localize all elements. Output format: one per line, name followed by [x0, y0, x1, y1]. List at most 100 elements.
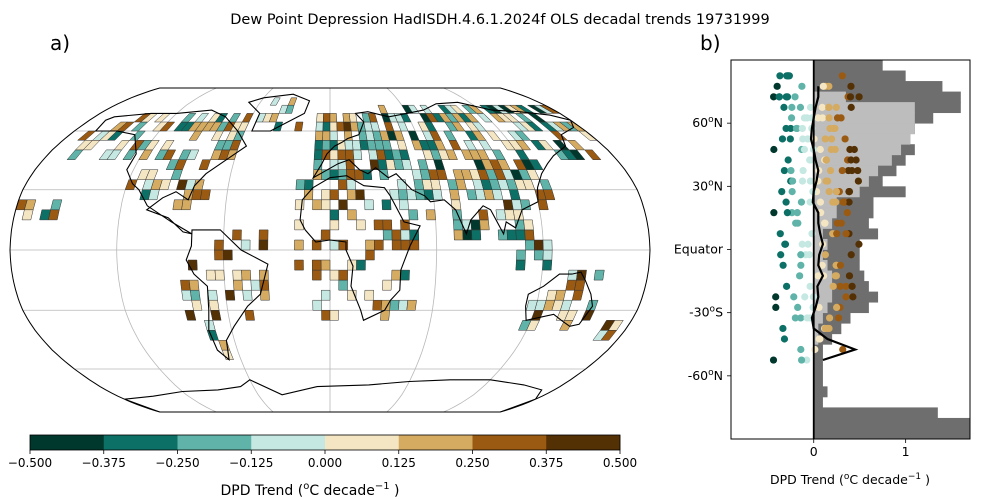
coastline	[185, 229, 269, 362]
trend-gridbox	[356, 219, 366, 231]
trend-gridbox	[524, 229, 535, 241]
trend-gridbox	[406, 299, 417, 311]
colorbar-swatch	[103, 435, 178, 450]
trend-gridbox	[210, 310, 222, 321]
gridbox-trend-dot	[826, 124, 834, 133]
trend-gridbox	[316, 113, 324, 123]
trend-gridbox	[430, 179, 442, 190]
colorbar-tick-label: 0.000	[308, 456, 342, 470]
trend-gridbox	[564, 310, 578, 321]
trend-gridbox	[381, 140, 393, 151]
gridbox-trend-dot	[798, 124, 806, 133]
gridbox-trend-dot	[836, 282, 844, 290]
trend-gridbox	[329, 169, 339, 180]
land-coverage-bar	[813, 417, 970, 429]
trend-gridbox	[159, 121, 176, 132]
trend-gridbox	[321, 289, 331, 301]
gridbox-trend-dot	[794, 219, 802, 227]
gridbox-trend-dot	[782, 198, 790, 206]
trend-gridbox	[356, 259, 366, 271]
gridbox-trend-dot	[832, 103, 840, 111]
trend-map	[9, 87, 651, 413]
trend-gridbox	[365, 249, 375, 261]
gridbox-trend-dot	[773, 82, 781, 90]
coastline	[299, 175, 421, 322]
trend-gridbox	[162, 149, 177, 160]
trend-gridbox	[188, 279, 200, 291]
trend-gridbox	[514, 130, 531, 141]
gridbox-trend-dot	[846, 93, 855, 101]
trend-gridbox	[382, 279, 392, 291]
trend-gridbox	[159, 140, 175, 151]
trend-gridbox	[329, 113, 338, 123]
trend-gridbox	[294, 121, 304, 132]
coastline	[247, 93, 311, 132]
gridbox-trend-dot	[780, 103, 788, 111]
trend-gridbox	[322, 130, 331, 141]
observed-coverage-bar	[813, 175, 869, 187]
gridbox-trend-dot	[847, 156, 855, 164]
trend-gridbox	[348, 113, 358, 123]
gridbox-trend-dot	[842, 293, 850, 301]
trend-gridbox	[329, 189, 339, 201]
trend-tick-label: 1	[902, 444, 910, 459]
trend-gridbox	[477, 140, 493, 151]
gridbox-trend-dot	[796, 272, 804, 280]
lat-tick-label: -60oN	[688, 368, 723, 383]
gridbox-trend-dot	[821, 135, 829, 143]
gridbox-trend-dot	[783, 282, 791, 290]
trend-gridbox	[567, 269, 578, 281]
gridbox-trend-dot	[855, 240, 863, 248]
gridbox-trend-dot	[783, 209, 791, 217]
trend-gridbox	[124, 179, 138, 190]
trend-gridbox	[400, 269, 410, 281]
colorbar-swatch	[472, 435, 547, 450]
gridbox-trend-dot	[772, 303, 780, 312]
trend-gridbox	[198, 159, 211, 170]
trend-gridbox	[214, 269, 225, 281]
gridbox-trend-dot	[797, 261, 805, 269]
gridbox-trend-dot	[797, 356, 806, 364]
gridbox-trend-dot	[788, 187, 796, 196]
trend-gridbox	[214, 239, 224, 251]
zonal-mean-line	[809, 86, 859, 362]
trend-gridbox	[355, 189, 365, 201]
gridbox-trend-dot	[786, 135, 794, 143]
colorbar-swatch	[30, 435, 105, 450]
gridbox-trend-dot	[791, 93, 799, 101]
gridbox-trend-dot	[833, 114, 842, 122]
gridbox-trend-dot	[847, 251, 855, 259]
trend-gridbox	[373, 219, 384, 231]
gridbox-trend-dot	[816, 198, 825, 206]
gridbox-trend-dot	[793, 124, 801, 133]
trend-gridbox	[463, 140, 478, 151]
trend-gridbox	[372, 299, 383, 311]
gridbox-trend-dot	[833, 230, 841, 238]
trend-gridbox	[304, 179, 314, 190]
trend-gridbox	[398, 299, 409, 311]
trend-gridbox	[525, 239, 535, 251]
colorbar-swatch	[546, 435, 621, 450]
trend-gridbox	[451, 209, 463, 221]
trend-gridbox	[364, 289, 374, 301]
trend-gridbox	[450, 199, 462, 211]
trend-gridbox	[343, 130, 353, 141]
trend-gridbox	[515, 259, 526, 271]
gridbox-trend-dot	[855, 93, 863, 101]
trend-gridbox	[116, 121, 135, 132]
gridbox-trend-dot	[829, 282, 837, 290]
gridbox-trend-dot	[807, 156, 815, 164]
land-coverage-bar	[813, 91, 961, 103]
trend-gridbox	[294, 239, 304, 251]
gridbox-trend-dot	[796, 103, 805, 111]
gridbox-trend-dot	[814, 114, 822, 122]
trend-gridbox	[397, 121, 409, 132]
trend-gridbox	[425, 209, 436, 221]
gridbox-trend-dot	[822, 156, 830, 164]
trend-gridbox	[449, 189, 460, 201]
gridbox-trend-dot	[818, 103, 826, 111]
trend-gridbox	[476, 149, 490, 160]
trend-gridbox	[479, 219, 490, 231]
